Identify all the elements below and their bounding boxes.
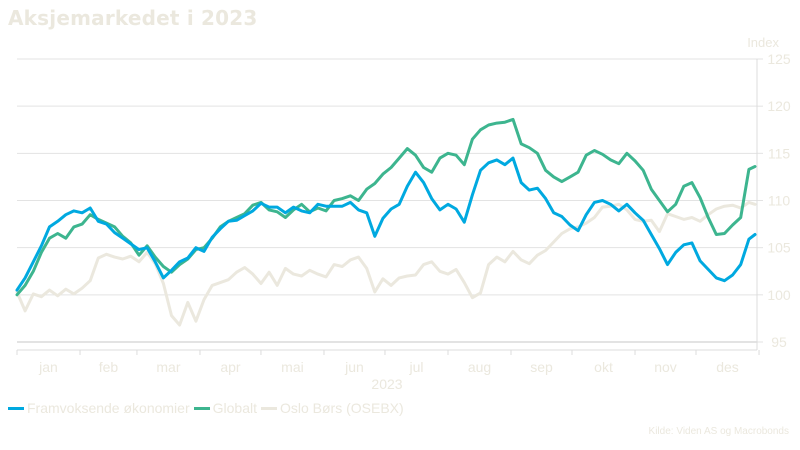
legend-item-osebx[interactable]: Oslo Børs (OSEBX) — [260, 400, 404, 416]
x-axis: jan feb mar apr mai jun jul aug sep okt nov des — [16, 349, 760, 375]
legend-swatch-osebx — [260, 406, 277, 410]
y-tick-label: 120 — [767, 98, 791, 114]
x-tick-label: apr — [220, 359, 241, 375]
x-tick-label: okt — [594, 359, 613, 375]
legend-item-globalt[interactable]: Globalt — [193, 400, 257, 416]
x-tick-label: des — [716, 359, 739, 375]
y-axis-ticks: 95 100 105 110 115 120 125 — [756, 51, 791, 350]
x-tick-label: mai — [281, 359, 304, 375]
x-tick-label: aug — [468, 359, 491, 375]
y-tick-label: 95 — [771, 334, 787, 350]
x-tick-label: mar — [156, 359, 180, 375]
series-line-framvoksende — [15, 156, 757, 292]
y-tick-label: 115 — [768, 145, 791, 161]
series-line-osebx — [15, 200, 757, 327]
legend: Framvoksende økonomier Globalt Oslo Børs… — [8, 400, 408, 416]
series-lines — [15, 117, 757, 327]
x-tick-label: sep — [530, 359, 553, 375]
x-tick-label: feb — [99, 359, 119, 375]
legend-item-framvoksende[interactable]: Framvoksende økonomier — [8, 400, 190, 416]
gridlines — [17, 58, 757, 343]
legend-label: Framvoksende økonomier — [27, 400, 190, 416]
y-tick-label: 100 — [767, 287, 791, 303]
legend-swatch-framvoksende — [8, 406, 24, 410]
x-tick-label: jul — [408, 359, 423, 375]
y-tick-label: 110 — [768, 193, 791, 209]
source-note: Kilde: Viden AS og Macrobonds — [648, 426, 789, 437]
legend-label: Globalt — [212, 400, 257, 416]
x-axis-year-label: 2023 — [371, 376, 402, 392]
x-tick-label: jan — [38, 359, 58, 375]
legend-swatch-globalt — [193, 406, 210, 410]
legend-label: Oslo Børs (OSEBX) — [279, 400, 404, 416]
y-tick-label: 105 — [767, 240, 791, 256]
x-tick-label: nov — [654, 359, 677, 375]
x-tick-label: jun — [344, 359, 364, 375]
series-line-globalt — [15, 117, 757, 297]
y-axis-unit-label: Index — [747, 35, 779, 50]
chart-title: Aksjemarkedet i 2023 — [8, 6, 258, 30]
y-tick-label: 125 — [767, 51, 791, 67]
